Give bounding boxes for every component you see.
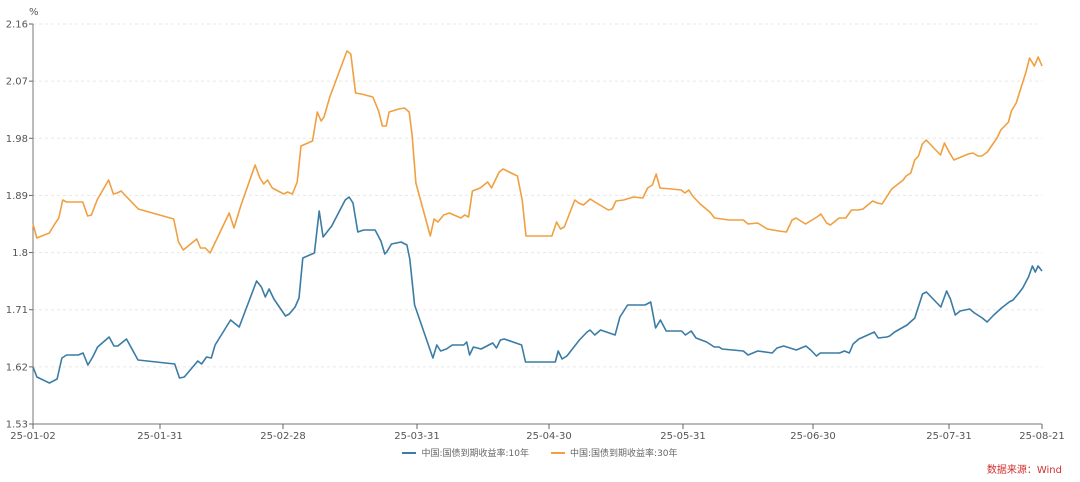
axes: 1.53 1.62 1.71 1.8 1.89 1.98 2.07 2.16% 25-01-02… <box>6 7 1065 442</box>
x-tick-label: 25-02-28 <box>260 431 305 442</box>
series-10y-line <box>32 196 1043 384</box>
legend-swatch-30y <box>551 451 565 454</box>
grid-lines <box>33 23 1042 368</box>
legend-label-30y: 中国:国债到期收益率:30年 <box>570 449 678 459</box>
y-tick-label: 1.53 <box>6 420 28 431</box>
y-tick-label: 2.07 <box>6 77 28 88</box>
y-tick-label: 1.71 <box>6 305 28 316</box>
legend-label-10y: 中国:国债到期收益率:10年 <box>421 449 529 459</box>
x-tick-label: 25-07-31 <box>926 431 971 442</box>
y-tick-label: 2.16 <box>6 20 28 31</box>
y-tick-label: 1.98 <box>6 134 28 145</box>
x-tick-label: 25-05-31 <box>660 431 705 442</box>
x-tick-label: 25-03-31 <box>394 431 439 442</box>
legend-item-10y[interactable]: 中国:国债到期收益率:10年 <box>402 446 529 459</box>
data-source-note: 数据来源：Wind <box>986 465 1062 476</box>
y-unit-label: % <box>29 7 39 18</box>
legend-item-30y[interactable]: 中国:国债到期收益率:30年 <box>551 446 678 459</box>
y-tick-label: 1.62 <box>6 362 28 373</box>
x-tick-label: 25-01-31 <box>137 431 182 442</box>
y-tick-label: 1.8 <box>12 248 28 259</box>
series-30y-line <box>32 50 1043 254</box>
x-tick-label: 25-04-30 <box>526 431 571 442</box>
legend: 中国:国债到期收益率:10年 中国:国债到期收益率:30年 <box>0 446 1080 459</box>
series-lines <box>32 50 1043 384</box>
x-tick-label: 25-08-21 <box>1019 431 1064 442</box>
x-tick-label: 25-01-02 <box>10 431 55 442</box>
y-tick-label: 1.89 <box>6 191 28 202</box>
x-tick-label: 25-06-30 <box>790 431 835 442</box>
legend-swatch-10y <box>402 451 417 454</box>
